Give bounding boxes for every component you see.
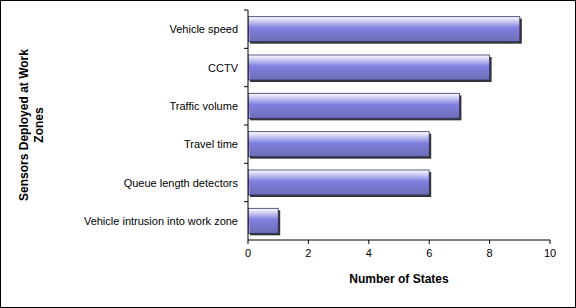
category-label: Traffic volume: [170, 100, 238, 112]
x-tick: [429, 240, 430, 244]
chart-container: Vehicle speed CCTV Traffic volume Travel ti…: [0, 0, 576, 308]
bar: [248, 55, 490, 80]
x-axis-title: Number of States: [349, 272, 449, 286]
x-tick: [489, 240, 490, 244]
y-axis-title: Sensors Deployed at WorkZones: [17, 49, 46, 201]
y-axis-line: [248, 10, 249, 240]
x-tick: [308, 240, 309, 244]
bar: [248, 132, 429, 157]
bar: [248, 17, 520, 42]
category-label: Travel time: [184, 138, 238, 150]
category-label: Vehicle speed: [170, 23, 239, 35]
y-axis-title-line: Zones: [32, 107, 46, 143]
bar: [248, 208, 278, 233]
x-tick-label: 4: [366, 247, 372, 259]
category-label: Vehicle intrusion into work zone: [84, 215, 238, 227]
category-tick: [244, 86, 248, 87]
chart-frame: [1, 1, 576, 308]
bar: [248, 170, 429, 195]
x-tick: [368, 240, 369, 244]
category-label: Queue length detectors: [124, 177, 239, 189]
category-tick: [244, 48, 248, 49]
category-tick: [244, 163, 248, 164]
category-tick: [244, 201, 248, 202]
x-tick-label: 8: [487, 247, 493, 259]
x-axis-line: [248, 240, 550, 241]
category-tick: [244, 10, 248, 11]
x-tick-label: 2: [305, 247, 311, 259]
category-label: CCTV: [208, 62, 239, 74]
x-tick: [248, 240, 249, 244]
category-tick: [244, 125, 248, 126]
bar: [248, 93, 459, 118]
x-tick-label: 10: [544, 247, 556, 259]
chart-svg: Vehicle speed CCTV Traffic volume Travel ti…: [0, 0, 576, 308]
y-axis-title-line: Sensors Deployed at Work: [17, 49, 31, 201]
x-tick-label: 6: [426, 247, 432, 259]
bars: [248, 17, 522, 236]
x-tick-label: 0: [245, 247, 251, 259]
x-tick: [550, 240, 551, 244]
